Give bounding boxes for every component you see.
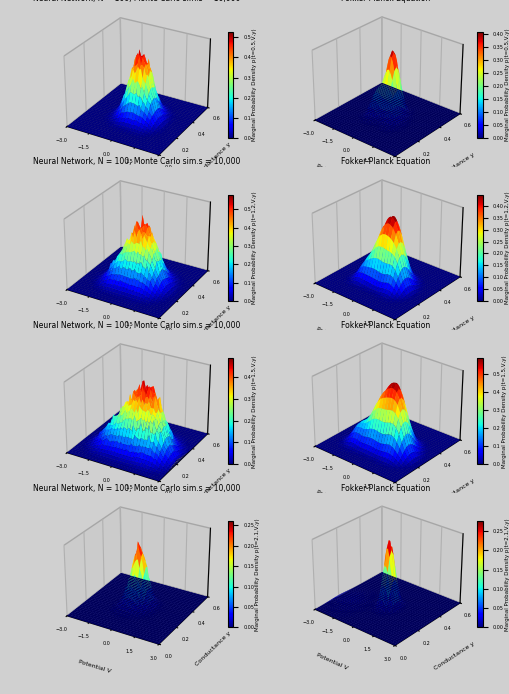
Y-axis label: Marginal Probability Density p(t=2.1,V,y): Marginal Probability Density p(t=2.1,V,y… xyxy=(505,518,509,631)
X-axis label: Potential V: Potential V xyxy=(315,326,348,345)
Title: Neural Network, N = 100, Monte Carlo sim.s = 10,000: Neural Network, N = 100, Monte Carlo sim… xyxy=(33,158,240,167)
X-axis label: Potential V: Potential V xyxy=(77,496,111,511)
Y-axis label: Marginal Probability Density p(t=1.5,V,y): Marginal Probability Density p(t=1.5,V,y… xyxy=(252,355,258,468)
Title: Neural Network, N = 100, Monte Carlo sim.s = 10,000: Neural Network, N = 100, Monte Carlo sim… xyxy=(33,321,240,330)
X-axis label: Potential V: Potential V xyxy=(77,170,111,185)
X-axis label: Potential V: Potential V xyxy=(77,659,111,674)
Title: Neural Network, N = 100, Monte Carlo sim.s = 10,000: Neural Network, N = 100, Monte Carlo sim… xyxy=(33,484,240,493)
Y-axis label: Conductance y: Conductance y xyxy=(434,151,476,182)
Y-axis label: Conductance y: Conductance y xyxy=(434,477,476,508)
X-axis label: Potential V: Potential V xyxy=(315,652,348,671)
Y-axis label: Conductance y: Conductance y xyxy=(434,314,476,345)
Y-axis label: Conductance y: Conductance y xyxy=(194,142,232,178)
Title: Neural Network, N = 100, Monte Carlo sim.s = 10,000: Neural Network, N = 100, Monte Carlo sim… xyxy=(33,0,240,3)
Y-axis label: Conductance y: Conductance y xyxy=(434,641,476,671)
Y-axis label: Marginal Probability Density p(t=1.2,V,y): Marginal Probability Density p(t=1.2,V,y… xyxy=(505,192,509,305)
Title: Fokker-Planck Equation: Fokker-Planck Equation xyxy=(341,484,431,493)
Y-axis label: Marginal Probability Density p(t=2.1,V,y): Marginal Probability Density p(t=2.1,V,y… xyxy=(256,518,261,631)
Y-axis label: Marginal Probability Density p(t=1.2,V,y): Marginal Probability Density p(t=1.2,V,y… xyxy=(252,192,258,305)
X-axis label: Potential V: Potential V xyxy=(315,163,348,182)
Y-axis label: Marginal Probability Density p(t=0.5,V,y): Marginal Probability Density p(t=0.5,V,y… xyxy=(505,28,509,142)
Y-axis label: Marginal Probability Density p(t=1.5,V,y): Marginal Probability Density p(t=1.5,V,y… xyxy=(502,355,507,468)
Y-axis label: Conductance y: Conductance y xyxy=(194,631,232,668)
Title: Fokker-Planck Equation: Fokker-Planck Equation xyxy=(341,321,431,330)
Y-axis label: Marginal Probability Density p(t=0.5,V,y): Marginal Probability Density p(t=0.5,V,y… xyxy=(252,28,258,142)
Y-axis label: Conductance y: Conductance y xyxy=(194,468,232,505)
X-axis label: Potential V: Potential V xyxy=(77,333,111,348)
Y-axis label: Conductance y: Conductance y xyxy=(194,305,232,341)
Title: Fokker-Planck Equation: Fokker-Planck Equation xyxy=(341,158,431,167)
X-axis label: Potential V: Potential V xyxy=(315,489,348,508)
Title: Fokker-Planck Equation: Fokker-Planck Equation xyxy=(341,0,431,3)
